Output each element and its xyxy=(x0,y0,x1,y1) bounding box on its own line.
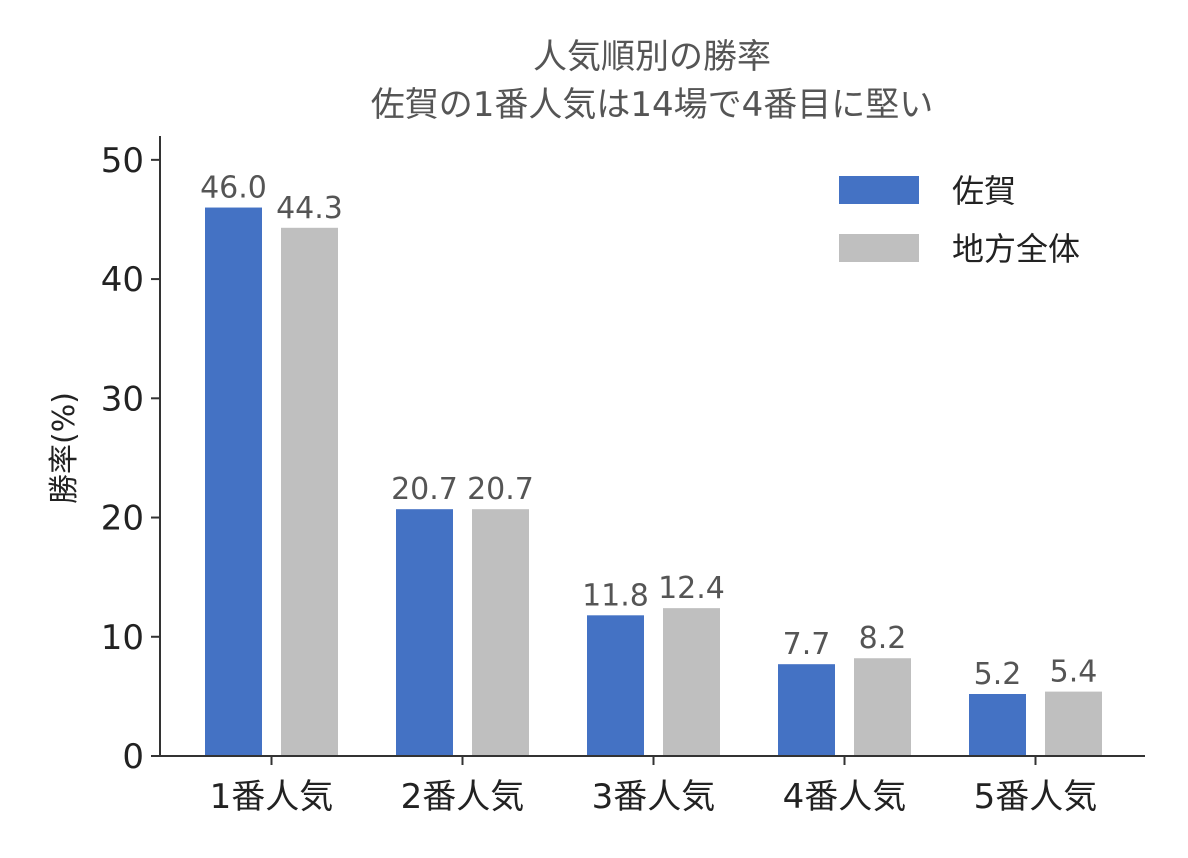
bar-chiho-4 xyxy=(854,658,911,756)
data-label: 5.4 xyxy=(1050,655,1098,690)
x-tick-label: 4番人気 xyxy=(783,777,907,817)
chart-title: 人気順別の勝率 xyxy=(533,37,771,77)
x-tick-label: 2番人気 xyxy=(401,777,525,817)
data-label: 11.8 xyxy=(582,578,649,613)
x-tick-label: 1番人気 xyxy=(210,777,334,817)
bar-saga-3 xyxy=(587,615,644,756)
legend-label: 佐賀 xyxy=(952,172,1016,210)
y-tick-label: 20 xyxy=(101,499,144,539)
y-tick-label: 40 xyxy=(101,260,144,300)
data-label: 5.2 xyxy=(974,657,1022,692)
bar-chiho-2 xyxy=(472,509,529,756)
bar-chiho-3 xyxy=(663,608,720,756)
y-tick-label: 50 xyxy=(101,141,144,181)
x-tick-label: 3番人気 xyxy=(592,777,716,817)
bar-saga-4 xyxy=(778,664,835,756)
legend-swatch xyxy=(839,234,919,262)
data-label: 20.7 xyxy=(467,472,534,507)
legend-swatch xyxy=(839,176,919,204)
y-tick-label: 0 xyxy=(122,737,144,777)
y-tick-label: 10 xyxy=(101,618,144,658)
x-tick-label: 5番人気 xyxy=(974,777,1098,817)
bar-saga-2 xyxy=(396,509,453,756)
y-axis-label: 勝率(%) xyxy=(47,392,82,504)
y-tick-label: 30 xyxy=(101,379,144,419)
data-label: 7.7 xyxy=(783,627,831,662)
bar-chiho-5 xyxy=(1045,691,1102,756)
data-label: 46.0 xyxy=(200,171,267,206)
data-label: 44.3 xyxy=(276,191,343,226)
bar-saga-1 xyxy=(205,207,262,757)
legend-label: 地方全体 xyxy=(952,230,1080,268)
data-label: 12.4 xyxy=(658,571,725,606)
chart-subtitle: 佐賀の1番人気は14場で4番目に堅い xyxy=(371,85,934,125)
bar-chiho-1 xyxy=(281,227,338,757)
bar-saga-5 xyxy=(969,694,1026,756)
plot-area: 46.0 20.7 11.8 7.7 5.2 44.3 20.7 12.4 8.2 5.4 0 10 2… xyxy=(101,136,1145,817)
data-label: 8.2 xyxy=(859,621,907,656)
data-label: 20.7 xyxy=(391,472,458,507)
